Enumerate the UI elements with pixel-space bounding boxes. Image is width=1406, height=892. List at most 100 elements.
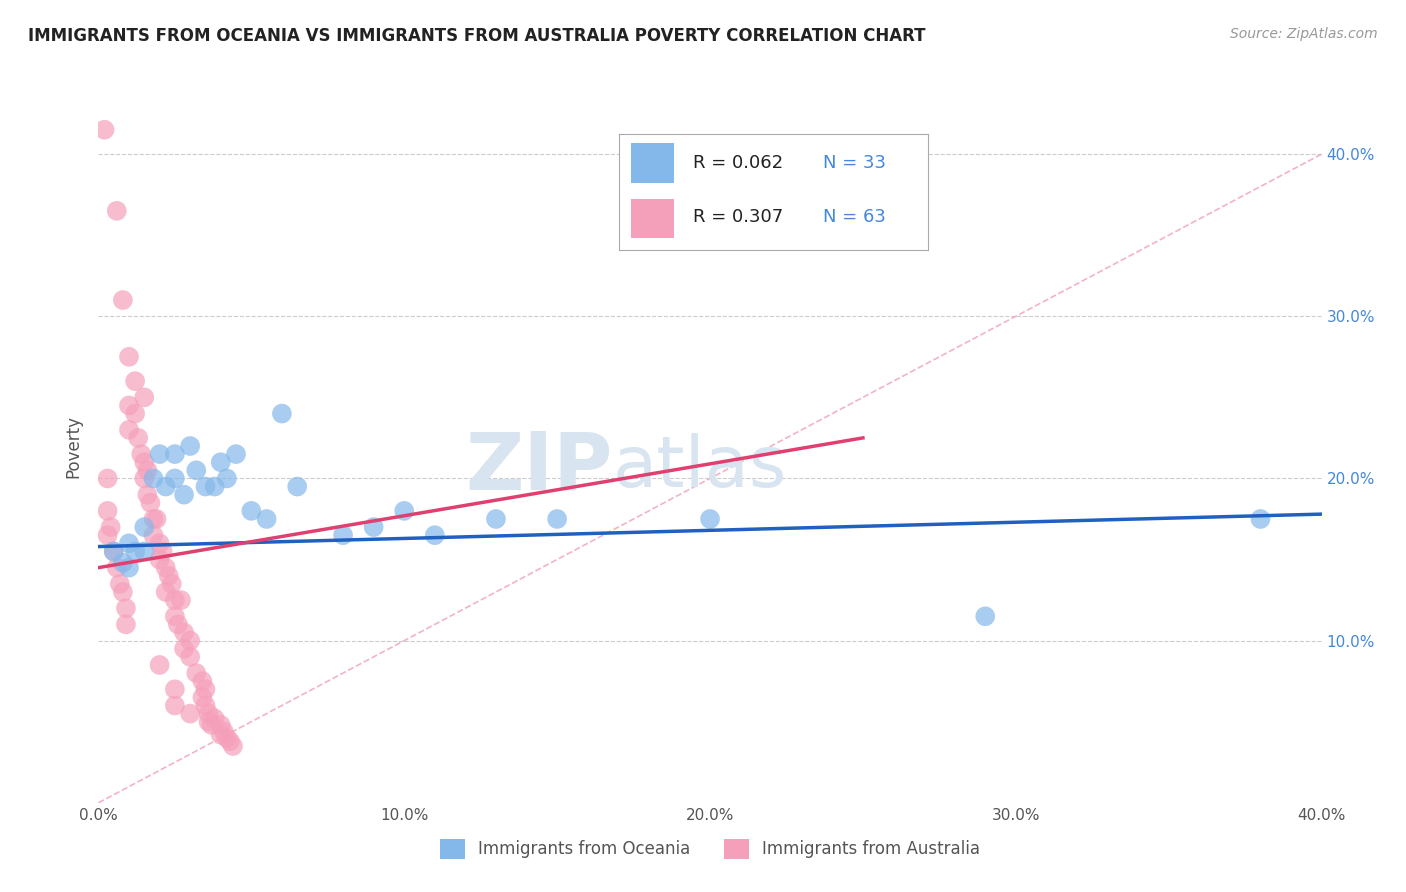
Point bbox=[270, 407, 292, 421]
Point bbox=[134, 455, 156, 469]
Point bbox=[124, 407, 146, 421]
Point bbox=[209, 718, 232, 732]
Point bbox=[142, 512, 165, 526]
Point bbox=[423, 528, 446, 542]
Point bbox=[186, 666, 208, 681]
Point bbox=[222, 739, 245, 753]
Point bbox=[1249, 512, 1271, 526]
Point bbox=[163, 447, 186, 461]
Point bbox=[142, 471, 165, 485]
Point bbox=[127, 431, 149, 445]
Y-axis label: Poverty: Poverty bbox=[65, 415, 83, 477]
Point bbox=[97, 504, 120, 518]
Point bbox=[129, 447, 152, 461]
Point bbox=[118, 399, 141, 413]
Point bbox=[163, 698, 186, 713]
Point bbox=[134, 520, 156, 534]
Point bbox=[100, 520, 122, 534]
Point bbox=[97, 528, 120, 542]
Point bbox=[145, 512, 167, 526]
Point bbox=[204, 711, 226, 725]
Point bbox=[179, 649, 201, 664]
Point bbox=[197, 714, 219, 729]
Point bbox=[155, 479, 177, 493]
Point bbox=[173, 641, 195, 656]
Point bbox=[157, 568, 180, 582]
Legend: Immigrants from Oceania, Immigrants from Australia: Immigrants from Oceania, Immigrants from… bbox=[433, 832, 987, 866]
Point bbox=[149, 552, 172, 566]
Point bbox=[194, 698, 217, 713]
Point bbox=[108, 577, 131, 591]
Point bbox=[134, 471, 156, 485]
Text: Source: ZipAtlas.com: Source: ZipAtlas.com bbox=[1230, 27, 1378, 41]
Point bbox=[160, 577, 183, 591]
Point bbox=[139, 496, 162, 510]
Point bbox=[173, 488, 195, 502]
Point bbox=[118, 350, 141, 364]
Point bbox=[111, 585, 134, 599]
Point bbox=[332, 528, 354, 542]
Point bbox=[103, 544, 125, 558]
Text: ZIP: ZIP bbox=[465, 428, 612, 507]
Point bbox=[155, 585, 177, 599]
Point bbox=[392, 504, 416, 518]
Point bbox=[163, 593, 186, 607]
Point bbox=[197, 706, 219, 721]
Point bbox=[179, 439, 201, 453]
Point bbox=[149, 536, 172, 550]
Point bbox=[179, 706, 201, 721]
Point bbox=[136, 463, 159, 477]
Text: atlas: atlas bbox=[612, 433, 786, 502]
Point bbox=[124, 544, 146, 558]
Point bbox=[124, 374, 146, 388]
Text: N = 33: N = 33 bbox=[823, 153, 886, 172]
Point bbox=[240, 504, 263, 518]
Point bbox=[256, 512, 278, 526]
Point bbox=[186, 463, 208, 477]
Point bbox=[194, 682, 217, 697]
Point bbox=[179, 633, 201, 648]
Point bbox=[204, 479, 226, 493]
Point bbox=[97, 471, 120, 485]
Point bbox=[149, 657, 172, 672]
FancyBboxPatch shape bbox=[631, 143, 675, 183]
FancyBboxPatch shape bbox=[631, 199, 675, 238]
Point bbox=[485, 512, 508, 526]
Point bbox=[285, 479, 308, 493]
Point bbox=[155, 560, 177, 574]
Point bbox=[118, 536, 141, 550]
Point bbox=[699, 512, 721, 526]
Point bbox=[118, 560, 141, 574]
Point bbox=[103, 544, 125, 558]
Text: R = 0.307: R = 0.307 bbox=[693, 209, 783, 227]
Point bbox=[215, 471, 238, 485]
Point bbox=[215, 731, 238, 745]
Point bbox=[167, 617, 190, 632]
Point bbox=[118, 423, 141, 437]
Point bbox=[134, 390, 156, 404]
Point bbox=[209, 728, 232, 742]
Point bbox=[170, 593, 193, 607]
Point bbox=[111, 293, 134, 307]
Point bbox=[115, 601, 138, 615]
Point bbox=[191, 674, 214, 689]
Point bbox=[200, 718, 222, 732]
Point bbox=[212, 724, 235, 739]
Point bbox=[136, 488, 159, 502]
Point bbox=[163, 682, 186, 697]
Point bbox=[115, 617, 138, 632]
Point bbox=[134, 544, 156, 558]
Point bbox=[152, 544, 174, 558]
Point bbox=[209, 455, 232, 469]
Text: N = 63: N = 63 bbox=[823, 209, 886, 227]
Point bbox=[194, 479, 217, 493]
Point bbox=[105, 203, 128, 218]
Point bbox=[219, 734, 242, 748]
Point bbox=[974, 609, 997, 624]
Point bbox=[163, 471, 186, 485]
Text: IMMIGRANTS FROM OCEANIA VS IMMIGRANTS FROM AUSTRALIA POVERTY CORRELATION CHART: IMMIGRANTS FROM OCEANIA VS IMMIGRANTS FR… bbox=[28, 27, 925, 45]
Point bbox=[142, 528, 165, 542]
Point bbox=[546, 512, 568, 526]
Point bbox=[363, 520, 385, 534]
Point bbox=[149, 447, 172, 461]
